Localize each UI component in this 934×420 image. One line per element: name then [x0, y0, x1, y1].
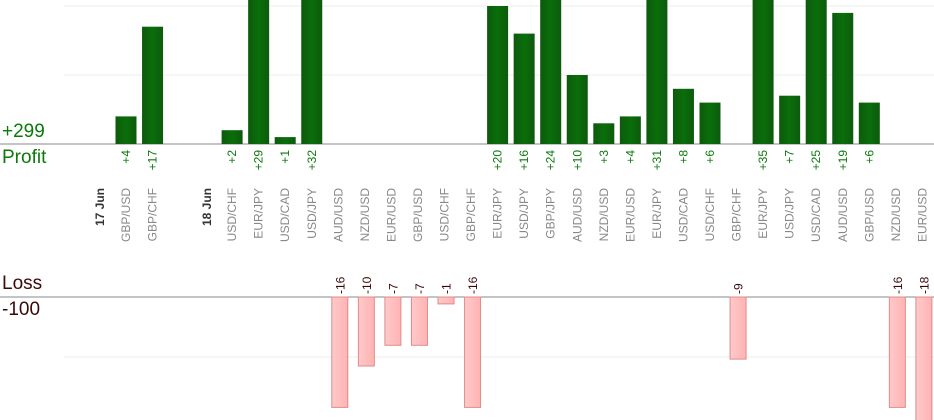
date-marker-0: 17 Jun — [93, 188, 107, 226]
category-label-22: EUR/JPY — [756, 188, 770, 239]
profit-value-label-13: +16 — [517, 150, 531, 171]
loss-value-label-21: -9 — [732, 283, 746, 294]
category-label-26: GBP/USD — [862, 188, 876, 242]
category-label-2: USD/CHF — [225, 188, 239, 241]
loss-bar-9 — [410, 296, 428, 346]
profit-value-label-1: +17 — [146, 150, 160, 171]
profit-bar-2 — [221, 130, 243, 144]
category-label-4: USD/CAD — [278, 188, 292, 242]
loss-bar-11 — [464, 296, 482, 408]
profit-value-label-24: +25 — [809, 150, 823, 171]
profit-total: +299 — [2, 121, 45, 142]
profit-value-label-15: +10 — [570, 150, 584, 171]
date-marker-1: 18 Jun — [200, 188, 214, 226]
loss-bar-21 — [729, 296, 747, 360]
profit-value-label-25: +19 — [836, 150, 850, 171]
category-label-18: EUR/JPY — [650, 188, 664, 239]
loss-value-label-27: -16 — [891, 276, 905, 294]
profit-bar-17 — [619, 116, 641, 144]
loss-value-label-10: -1 — [440, 283, 454, 294]
category-label-15: AUD/USD — [570, 188, 584, 242]
profit-value-label-20: +6 — [703, 150, 717, 164]
loss-value-label-8: -7 — [386, 283, 400, 294]
category-label-12: EUR/JPY — [491, 188, 505, 239]
profit-bar-1 — [142, 26, 164, 145]
loss-value-label-6: -16 — [333, 276, 347, 294]
category-label-28: EUR/USD — [915, 188, 929, 242]
loss-bar-8 — [384, 296, 402, 346]
profit-bar-14 — [540, 0, 562, 145]
loss-bar-28 — [915, 296, 933, 420]
profit-bar-5 — [301, 0, 323, 144]
profit-bar-15 — [566, 75, 588, 144]
profit-bar-25 — [832, 12, 854, 145]
profit-value-label-16: +3 — [597, 150, 611, 164]
category-label-23: USD/JPY — [783, 188, 797, 239]
profit-value-label-23: +7 — [783, 150, 797, 164]
profit-value-label-2: +2 — [225, 150, 239, 164]
category-label-17: EUR/USD — [623, 188, 637, 242]
category-label-10: USD/CHF — [438, 188, 452, 241]
profit-label: Profit — [2, 147, 47, 168]
profit-value-label-18: +31 — [650, 150, 664, 171]
category-label-25: AUD/USD — [836, 188, 850, 242]
profit-value-label-17: +4 — [623, 150, 637, 164]
profit-bar-4 — [274, 137, 296, 144]
profit-bar-23 — [779, 95, 801, 144]
loss-value-label-11: -16 — [466, 276, 480, 294]
category-label-0: GBP/USD — [119, 188, 133, 242]
category-label-27: NZD/USD — [889, 188, 903, 242]
profit-value-label-19: +8 — [676, 150, 690, 164]
loss-label: Loss — [2, 273, 43, 294]
category-label-6: AUD/USD — [331, 188, 345, 242]
category-label-1: GBP/CHF — [146, 188, 160, 241]
loss-bar-10 — [437, 296, 455, 305]
category-label-19: USD/CAD — [676, 188, 690, 242]
category-label-16: NZD/USD — [597, 188, 611, 242]
profit-bar-22 — [752, 0, 774, 144]
profit-bar-0 — [115, 116, 137, 144]
profit-bar-20 — [699, 102, 721, 144]
category-label-24: USD/CAD — [809, 188, 823, 242]
category-label-11: GBP/CHF — [464, 188, 478, 241]
loss-value-label-9: -7 — [413, 283, 427, 294]
loss-bar-7 — [357, 296, 375, 367]
category-label-14: GBP/JPY — [544, 188, 558, 239]
profit-bar-3 — [248, 0, 270, 145]
loss-value-label-28: -18 — [917, 276, 931, 294]
category-label-5: USD/JPY — [305, 188, 319, 239]
loss-bar-27 — [888, 296, 906, 408]
category-label-21: GBP/CHF — [730, 188, 744, 241]
profit-value-label-5: +32 — [305, 150, 319, 171]
loss-total: -100 — [2, 299, 41, 320]
profit-bar-26 — [858, 102, 880, 144]
profit-value-label-26: +6 — [862, 150, 876, 164]
loss-bar-6 — [331, 296, 349, 408]
category-label-20: USD/CHF — [703, 188, 717, 241]
profit-value-label-4: +1 — [278, 150, 292, 164]
category-label-13: USD/JPY — [517, 188, 531, 239]
profit-value-label-14: +24 — [544, 150, 558, 171]
profit-value-label-22: +35 — [756, 150, 770, 171]
category-label-7: NZD/USD — [358, 188, 372, 242]
profit-bar-13 — [513, 33, 535, 144]
profit-value-label-12: +20 — [491, 150, 505, 171]
profit-bar-19 — [672, 88, 694, 144]
profit-value-label-0: +4 — [119, 150, 133, 164]
category-label-9: GBP/USD — [411, 188, 425, 242]
category-label-3: EUR/JPY — [252, 188, 266, 239]
category-label-8: EUR/USD — [384, 188, 398, 242]
profit-bar-24 — [805, 0, 827, 144]
profit-value-label-3: +29 — [252, 150, 266, 171]
profit-bar-16 — [593, 123, 615, 144]
profit-bar-12 — [487, 6, 509, 144]
loss-value-label-7: -10 — [360, 276, 374, 294]
profit-bar-18 — [646, 0, 668, 144]
